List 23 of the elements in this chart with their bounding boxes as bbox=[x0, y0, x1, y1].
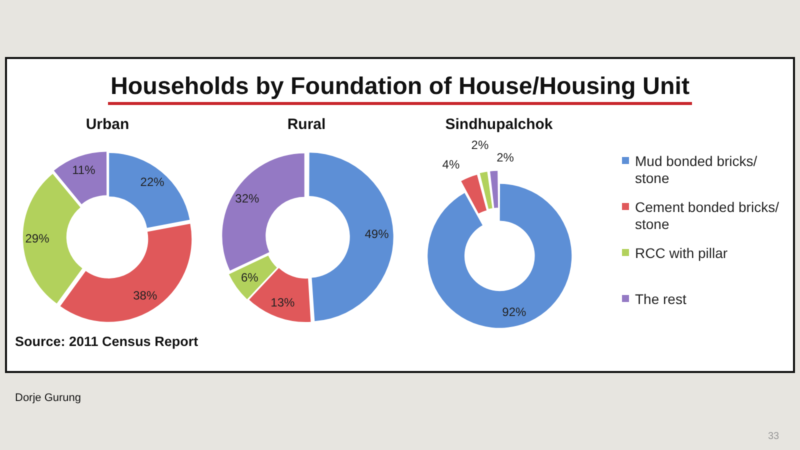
text: Dorje Gurung bbox=[15, 392, 82, 404]
chart-title: Urban bbox=[86, 116, 130, 134]
legend-label: Mud bonded bricks/ stone bbox=[635, 153, 758, 187]
data-label: 2% bbox=[471, 138, 489, 152]
legend-label: Cement bonded bricks/ stone bbox=[635, 199, 780, 233]
chart-title: Sindhupalchok bbox=[445, 116, 554, 134]
data-label: 4% bbox=[442, 157, 460, 172]
data-label: 2% bbox=[496, 150, 514, 165]
data-label: 13% bbox=[270, 295, 296, 310]
data-label: 6% bbox=[240, 270, 259, 285]
data-label: 32% bbox=[235, 192, 260, 206]
data-label: 11% bbox=[72, 163, 96, 178]
data-label: 92% bbox=[502, 304, 527, 319]
text: Households by Foundation of House/Housing Unit bbox=[110, 73, 690, 101]
data-label: 38% bbox=[133, 288, 158, 303]
chart-title: Rural bbox=[287, 116, 326, 134]
source-note: Source: 2011 Census Report bbox=[15, 334, 198, 349]
text: 33 bbox=[768, 431, 780, 442]
data-label: 29% bbox=[25, 232, 50, 246]
data-label: 49% bbox=[364, 227, 390, 242]
data-label: 22% bbox=[140, 175, 165, 190]
legend-label: RCC with pillar bbox=[635, 245, 729, 262]
legend-label: The rest bbox=[635, 291, 688, 308]
